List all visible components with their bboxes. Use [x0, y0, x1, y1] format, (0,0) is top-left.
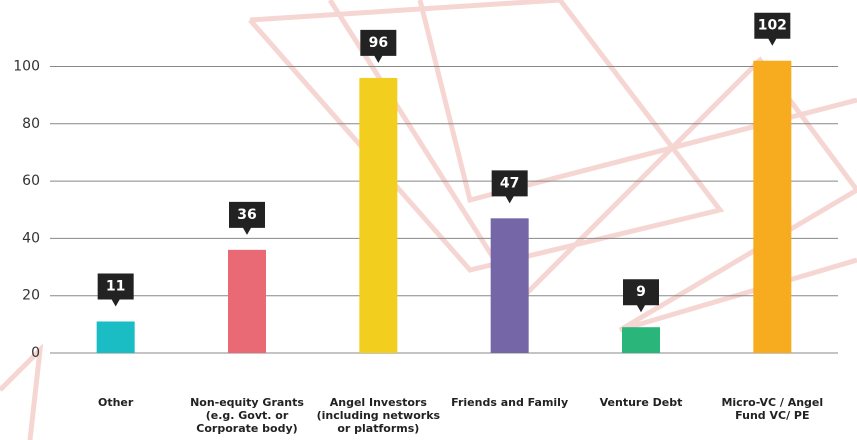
value-label: 9 — [636, 284, 646, 300]
y-tick-label: 40 — [22, 230, 40, 246]
value-label-box — [360, 29, 397, 63]
x-tick-label: Other — [97, 396, 134, 409]
x-tick-label: Non-equity Grants (e.g. Govt. or Corpora… — [190, 396, 304, 435]
value-label-box — [491, 170, 528, 204]
value-label: 47 — [500, 175, 519, 191]
value-label-box — [97, 273, 134, 307]
value-label: 36 — [237, 207, 256, 223]
value-label-box — [623, 279, 659, 313]
x-tick-label: Micro-VC / Angel Fund VC/ PE — [721, 396, 824, 422]
bar — [359, 77, 398, 353]
x-tick-label: Venture Debt — [599, 396, 683, 409]
bar — [228, 249, 266, 353]
y-tick-label: 100 — [13, 58, 40, 74]
y-tick-label: 60 — [22, 173, 40, 189]
bar — [96, 321, 135, 353]
value-label: 102 — [758, 18, 787, 34]
value-label: 96 — [369, 35, 388, 51]
y-tick-label: 0 — [31, 345, 40, 361]
x-tick-label: Friends and Family — [451, 396, 569, 409]
value-label-box — [754, 12, 791, 46]
y-tick-label: 20 — [22, 288, 40, 304]
bar — [622, 327, 660, 353]
bar — [490, 218, 529, 353]
x-tick-label: Angel Investors (including networks or p… — [316, 396, 441, 435]
value-label-box — [229, 201, 265, 235]
value-label: 11 — [106, 278, 125, 294]
y-tick-label: 80 — [22, 116, 40, 132]
bar — [753, 60, 792, 353]
